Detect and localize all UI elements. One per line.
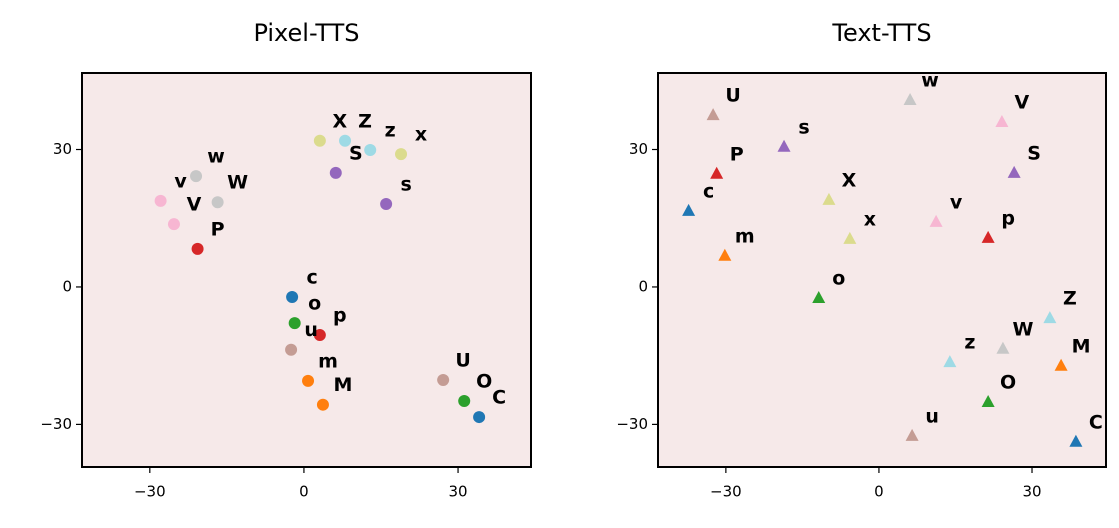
point xyxy=(302,374,315,387)
point xyxy=(380,198,393,211)
point-label: P xyxy=(211,218,225,240)
point-label: Z xyxy=(1063,288,1077,310)
point-label: v xyxy=(950,191,963,213)
point-label: M xyxy=(333,374,352,396)
point-label: S xyxy=(349,142,363,164)
point-label: m xyxy=(318,350,338,372)
point xyxy=(706,108,720,121)
point-label: s xyxy=(400,174,411,196)
x-tick-label: −30 xyxy=(134,483,166,501)
point xyxy=(190,170,203,183)
point-label: m xyxy=(735,225,755,247)
x-tick-label: −30 xyxy=(710,483,742,501)
point-label: V xyxy=(1015,92,1030,114)
point-label: W xyxy=(227,172,248,194)
y-tick-label: −30 xyxy=(40,415,72,433)
point-label: X xyxy=(842,169,857,191)
point xyxy=(339,134,352,147)
point-label: M xyxy=(1072,335,1091,357)
point xyxy=(313,329,326,342)
point xyxy=(903,93,917,106)
y-tick-label: 0 xyxy=(62,277,72,295)
point xyxy=(929,214,943,227)
point-label: C xyxy=(492,387,506,409)
plot-area xyxy=(82,73,531,467)
point-label: s xyxy=(798,116,809,138)
point xyxy=(995,115,1009,128)
point xyxy=(473,411,486,424)
point xyxy=(996,341,1010,354)
point-label: O xyxy=(476,371,492,393)
point xyxy=(285,343,298,356)
point-label: O xyxy=(1000,371,1016,393)
x-tick-label: 0 xyxy=(874,483,884,501)
plot-area xyxy=(658,73,1106,467)
plot-frame xyxy=(81,72,532,468)
x-tick-label: 30 xyxy=(449,483,468,501)
point xyxy=(191,242,204,255)
point xyxy=(981,394,995,407)
point-label: o xyxy=(832,267,845,289)
point xyxy=(286,291,299,304)
point-label: C xyxy=(1089,411,1103,433)
point-label: o xyxy=(308,293,321,315)
chart-title: Text-TTS xyxy=(831,19,931,47)
point-label: c xyxy=(306,267,317,289)
point-label: u xyxy=(925,405,939,427)
point-label: p xyxy=(333,305,347,327)
point-label: U xyxy=(725,85,740,107)
point xyxy=(812,290,826,303)
point xyxy=(981,230,995,243)
chart-title: Pixel-TTS xyxy=(253,19,359,47)
point-label: x xyxy=(415,124,427,146)
point xyxy=(1043,311,1057,324)
point xyxy=(154,194,167,207)
point-label: P xyxy=(730,143,744,165)
point xyxy=(316,398,329,411)
point-label: p xyxy=(1001,207,1015,229)
point xyxy=(777,139,791,152)
point-label: X xyxy=(333,110,348,132)
point xyxy=(843,231,857,244)
point xyxy=(288,317,301,330)
y-tick-label: 30 xyxy=(53,140,72,158)
point-label: z xyxy=(964,332,975,354)
x-tick-label: 0 xyxy=(299,483,309,501)
point xyxy=(1007,165,1021,178)
point xyxy=(395,148,408,161)
x-tick-label: 30 xyxy=(1022,483,1041,501)
point xyxy=(313,134,326,147)
point-label: w xyxy=(207,146,225,168)
y-tick-label: 0 xyxy=(638,277,648,295)
point xyxy=(211,196,224,209)
point xyxy=(1069,434,1083,447)
point-label: U xyxy=(455,349,470,371)
point xyxy=(437,373,450,386)
point-label: z xyxy=(385,119,396,141)
point-label: x xyxy=(864,208,876,230)
point-label: Z xyxy=(358,110,372,132)
point xyxy=(710,166,724,179)
point xyxy=(718,248,732,261)
point-label: W xyxy=(1012,318,1033,340)
point xyxy=(329,166,342,179)
point xyxy=(943,355,957,368)
y-tick-label: −30 xyxy=(616,415,648,433)
point xyxy=(364,143,377,156)
point-label: w xyxy=(921,70,939,92)
point-label: v xyxy=(174,170,187,192)
y-tick-label: 30 xyxy=(629,140,648,158)
point xyxy=(822,192,836,205)
point xyxy=(458,395,471,408)
point xyxy=(167,218,180,231)
point xyxy=(682,203,696,216)
plot-frame xyxy=(657,72,1107,468)
point-label: V xyxy=(187,194,202,216)
point-label: S xyxy=(1027,142,1041,164)
point xyxy=(905,428,919,441)
point xyxy=(1054,358,1068,371)
point-label: c xyxy=(703,180,714,202)
point-label: u xyxy=(304,319,318,341)
